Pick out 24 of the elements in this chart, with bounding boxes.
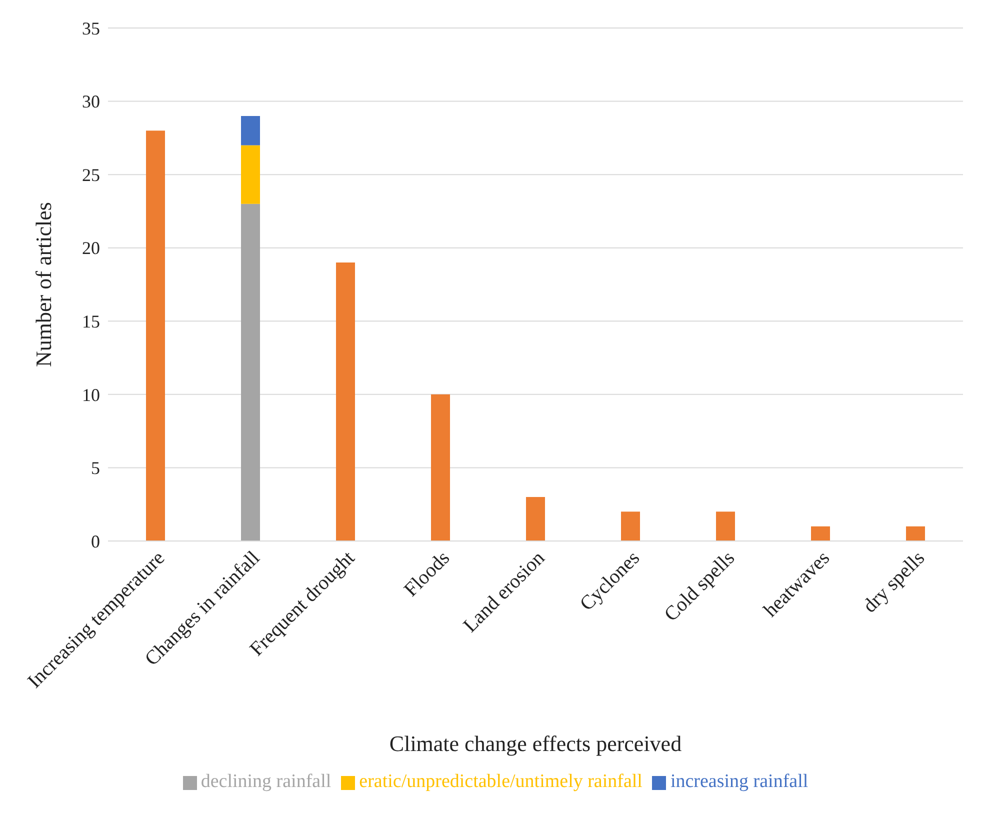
legend-label: increasing rainfall bbox=[670, 771, 808, 792]
bar bbox=[336, 262, 355, 541]
x-axis-title: Climate change effects perceived bbox=[389, 731, 682, 756]
y-tick-label: 35 bbox=[82, 18, 100, 38]
bar bbox=[241, 116, 260, 146]
y-tick-label: 20 bbox=[82, 238, 100, 258]
legend-label: eratic/unpredictable/untimely rainfall bbox=[359, 771, 642, 792]
bar bbox=[906, 526, 925, 541]
bar bbox=[241, 204, 260, 541]
bar bbox=[716, 512, 735, 541]
y-tick-label: 0 bbox=[91, 531, 100, 552]
y-axis-title: Number of articles bbox=[30, 202, 56, 367]
bar bbox=[431, 394, 450, 541]
bar bbox=[241, 145, 260, 204]
bar bbox=[811, 526, 830, 541]
y-tick-label: 10 bbox=[82, 384, 100, 405]
bar bbox=[526, 497, 545, 541]
y-tick-label: 30 bbox=[82, 92, 100, 112]
legend-label: declining rainfall bbox=[200, 771, 332, 792]
y-tick-label: 25 bbox=[82, 164, 100, 185]
y-tick-label: 15 bbox=[82, 312, 100, 332]
y-tick-label: 5 bbox=[91, 458, 100, 478]
bar bbox=[621, 512, 640, 541]
bar bbox=[146, 130, 165, 541]
